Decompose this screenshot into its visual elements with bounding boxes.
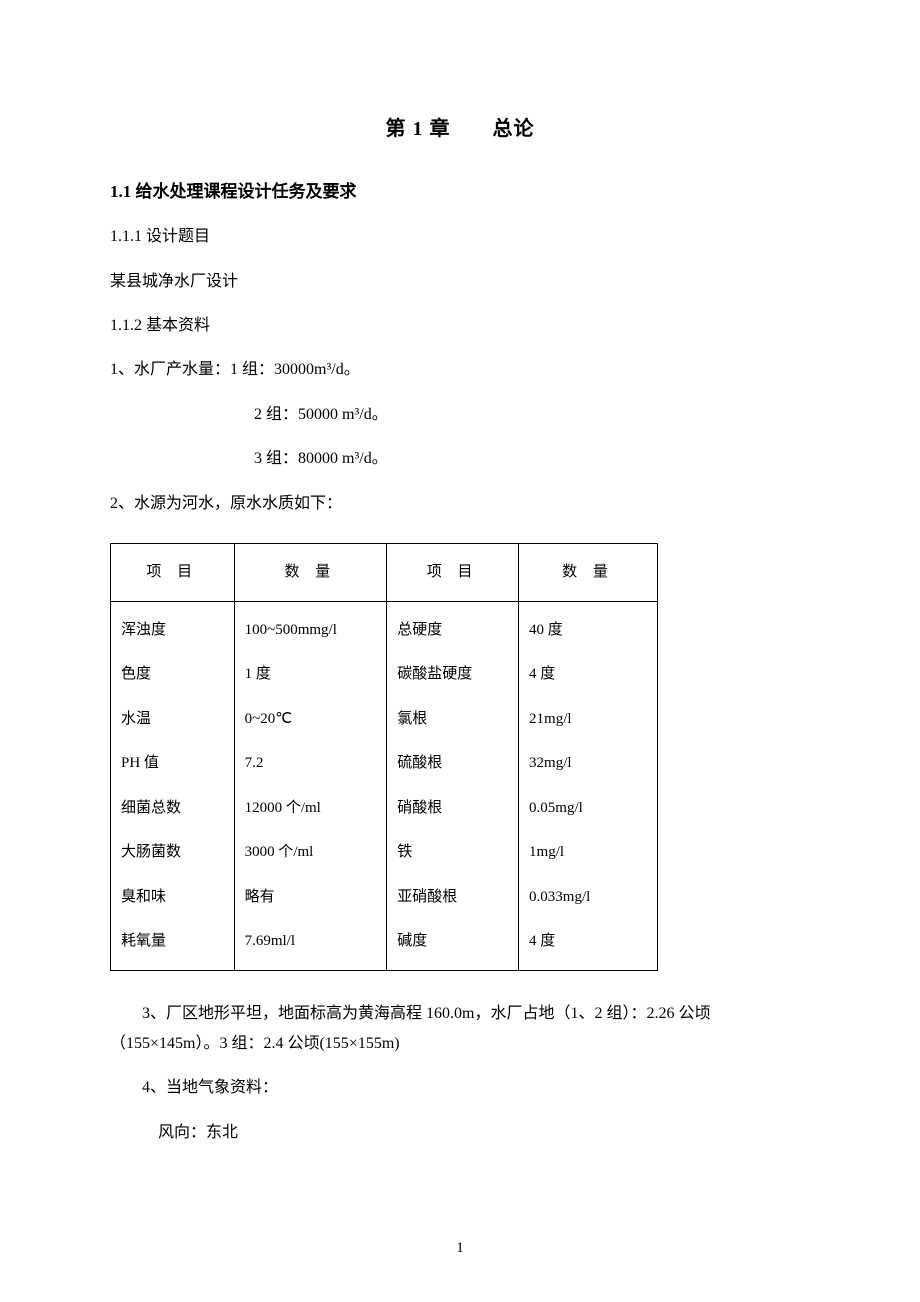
table-cell: 12000 个/ml xyxy=(234,786,387,831)
table-cell: 大肠菌数 xyxy=(111,830,235,875)
capacity-group3: 3 组：80000 m³/d。 xyxy=(110,444,810,474)
table-row: 色度 1 度 碳酸盐硬度 4 度 xyxy=(111,652,658,697)
table-row: 耗氧量 7.69ml/l 碱度 4 度 xyxy=(111,919,658,970)
design-topic: 某县城净水厂设计 xyxy=(110,267,810,297)
table-cell: 21mg/l xyxy=(519,697,658,742)
table-cell: 0.033mg/l xyxy=(519,875,658,920)
table-cell: 32mg/l xyxy=(519,741,658,786)
table-cell: 耗氧量 xyxy=(111,919,235,970)
table-cell: 1mg/l xyxy=(519,830,658,875)
table-cell: 100~500mmg/l xyxy=(234,601,387,652)
table-cell: 1 度 xyxy=(234,652,387,697)
table-cell: 略有 xyxy=(234,875,387,920)
table-cell: 4 度 xyxy=(519,919,658,970)
site-info: 3、厂区地形平坦，地面标高为黄海高程 160.0m，水厂占地（1、2 组）：2.… xyxy=(110,999,810,1060)
table-cell: 0~20℃ xyxy=(234,697,387,742)
table-cell: 碳酸盐硬度 xyxy=(387,652,519,697)
table-cell: 碱度 xyxy=(387,919,519,970)
chapter-title: 第 1 章 总论 xyxy=(110,110,810,148)
section-1-1-1-heading: 1.1.1 设计题目 xyxy=(110,222,810,252)
table-header: 项 目 xyxy=(387,544,519,602)
table-header: 数 量 xyxy=(234,544,387,602)
table-cell: 色度 xyxy=(111,652,235,697)
table-header: 数 量 xyxy=(519,544,658,602)
table-cell: 亚硝酸根 xyxy=(387,875,519,920)
table-row: 大肠菌数 3000 个/ml 铁 1mg/l xyxy=(111,830,658,875)
table-row: 水温 0~20℃ 氯根 21mg/l xyxy=(111,697,658,742)
table-cell: 铁 xyxy=(387,830,519,875)
after-table-section: 3、厂区地形平坦，地面标高为黄海高程 160.0m，水厂占地（1、2 组）：2.… xyxy=(110,999,810,1149)
table-cell: 7.69ml/l xyxy=(234,919,387,970)
table-cell: 7.2 xyxy=(234,741,387,786)
table-cell: 浑浊度 xyxy=(111,601,235,652)
document-page: 第 1 章 总论 1.1 给水处理课程设计任务及要求 1.1.1 设计题目 某县… xyxy=(0,0,920,1302)
page-number: 1 xyxy=(0,1234,920,1263)
table-cell: 臭和味 xyxy=(111,875,235,920)
table-header-row: 项 目 数 量 项 目 数 量 xyxy=(111,544,658,602)
capacity-group1: 1、水厂产水量：1 组：30000m³/d。 xyxy=(110,355,810,385)
table-header: 项 目 xyxy=(111,544,235,602)
table-cell: PH 值 xyxy=(111,741,235,786)
table-row: PH 值 7.2 硫酸根 32mg/l xyxy=(111,741,658,786)
table-cell: 总硬度 xyxy=(387,601,519,652)
section-1-1-heading: 1.1 给水处理课程设计任务及要求 xyxy=(110,176,810,208)
weather-heading: 4、当地气象资料： xyxy=(110,1073,810,1103)
table-cell: 4 度 xyxy=(519,652,658,697)
table-cell: 40 度 xyxy=(519,601,658,652)
water-quality-table: 项 目 数 量 项 目 数 量 浑浊度 100~500mmg/l 总硬度 40 … xyxy=(110,543,658,971)
table-cell: 3000 个/ml xyxy=(234,830,387,875)
capacity-group2: 2 组：50000 m³/d。 xyxy=(110,400,810,430)
table-cell: 0.05mg/l xyxy=(519,786,658,831)
table-cell: 硝酸根 xyxy=(387,786,519,831)
wind-direction: 风向：东北 xyxy=(110,1118,810,1148)
table-row: 臭和味 略有 亚硝酸根 0.033mg/l xyxy=(111,875,658,920)
table-cell: 水温 xyxy=(111,697,235,742)
table-cell: 细菌总数 xyxy=(111,786,235,831)
table-cell: 氯根 xyxy=(387,697,519,742)
table-row: 细菌总数 12000 个/ml 硝酸根 0.05mg/l xyxy=(111,786,658,831)
water-quality-table-wrap: 项 目 数 量 项 目 数 量 浑浊度 100~500mmg/l 总硬度 40 … xyxy=(110,543,810,971)
table-row: 浑浊度 100~500mmg/l 总硬度 40 度 xyxy=(111,601,658,652)
table-cell: 硫酸根 xyxy=(387,741,519,786)
section-1-1-2-heading: 1.1.2 基本资料 xyxy=(110,311,810,341)
water-source-intro: 2、水源为河水，原水水质如下： xyxy=(110,489,810,519)
